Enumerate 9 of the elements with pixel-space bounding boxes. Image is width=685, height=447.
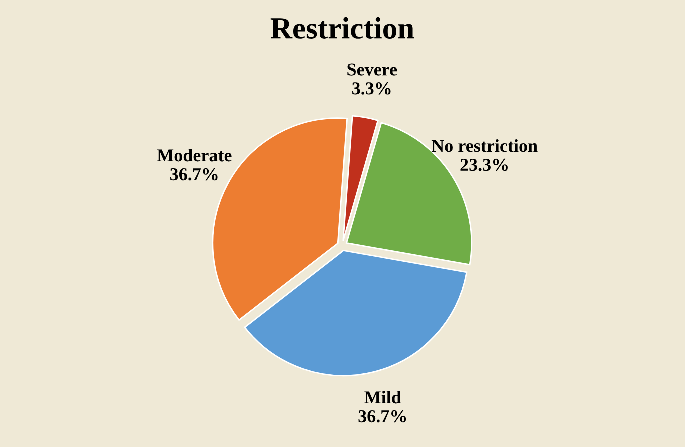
- slice-label: Severe: [348, 64, 398, 76]
- data-label: 36.7%: [170, 168, 218, 181]
- data-label: 23.3%: [460, 158, 508, 172]
- slice-label: Moderate: [157, 149, 232, 162]
- data-label: 36.7%: [358, 410, 406, 423]
- data-label: 3.3%: [352, 82, 391, 95]
- slice-label: Mild: [364, 391, 402, 404]
- chart-title: Restriction: [270, 17, 414, 39]
- slice-label: No restriction: [432, 139, 538, 152]
